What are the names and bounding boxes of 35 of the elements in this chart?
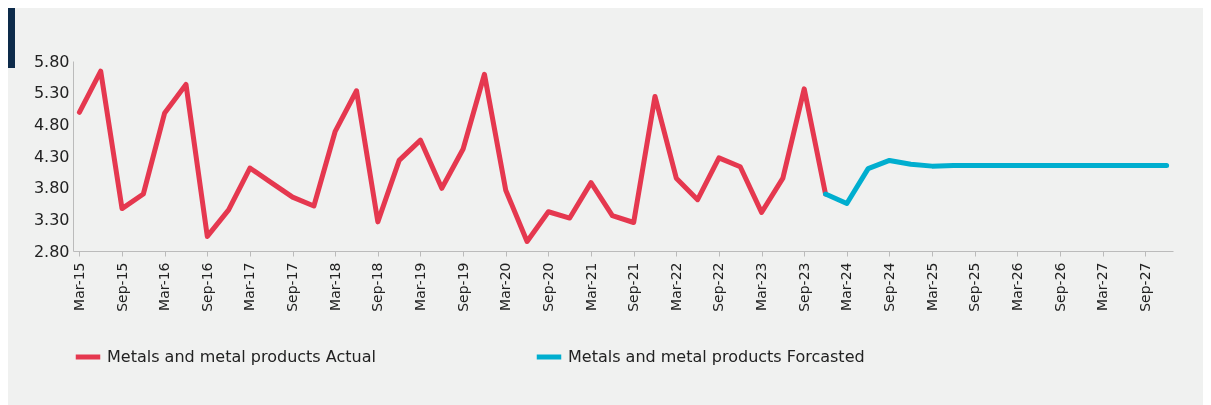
x-tick-label: Mar-17 [241,262,258,311]
y-tick-label: 3.30 [33,209,70,229]
y-tick-label: 4.30 [33,146,70,166]
x-tick-label: Mar-18 [326,262,343,311]
x-tick-label: Sep-16 [198,262,215,312]
x-tick-label: Mar-26 [1008,262,1025,311]
x-tick-label: Sep-25 [966,262,983,312]
x-tick-label: Sep-17 [284,262,301,312]
x-tick-label: Mar-21 [582,262,599,311]
legend-label: Metals and metal products Forcasted [568,347,865,366]
x-tick-label: Sep-20 [539,262,556,312]
y-tick-label: 3.80 [33,178,70,198]
y-tick-label: 4.80 [33,114,70,134]
x-tick-label: Sep-24 [880,262,897,312]
x-tick-label: Sep-26 [1051,262,1068,312]
x-tick-label: Mar-23 [753,262,770,311]
y-tick-label: 5.80 [33,51,70,71]
x-tick-label: Sep-15 [113,262,130,312]
x-tick-label: Sep-21 [625,262,642,312]
x-tick-label: Mar-25 [923,262,940,311]
x-tick-label: Mar-16 [156,262,173,311]
x-tick-label: Sep-18 [369,262,386,312]
y-tick-label: 2.80 [33,241,70,261]
x-tick-label: Mar-19 [411,262,428,311]
x-tick-label: Mar-24 [838,262,855,311]
legend-label: Metals and metal products Actual [107,347,376,366]
x-tick-label: Sep-19 [454,262,471,312]
x-tick-label: Sep-23 [795,262,812,312]
x-tick-label: Mar-20 [497,262,514,311]
y-tick-label: 5.30 [33,83,70,103]
x-tick-label: Mar-27 [1094,262,1111,311]
x-tick-label: Mar-15 [70,262,87,311]
x-tick-label: Sep-27 [1136,262,1153,312]
x-tick-label: Sep-22 [710,262,727,312]
x-tick-label: Mar-22 [667,262,684,311]
